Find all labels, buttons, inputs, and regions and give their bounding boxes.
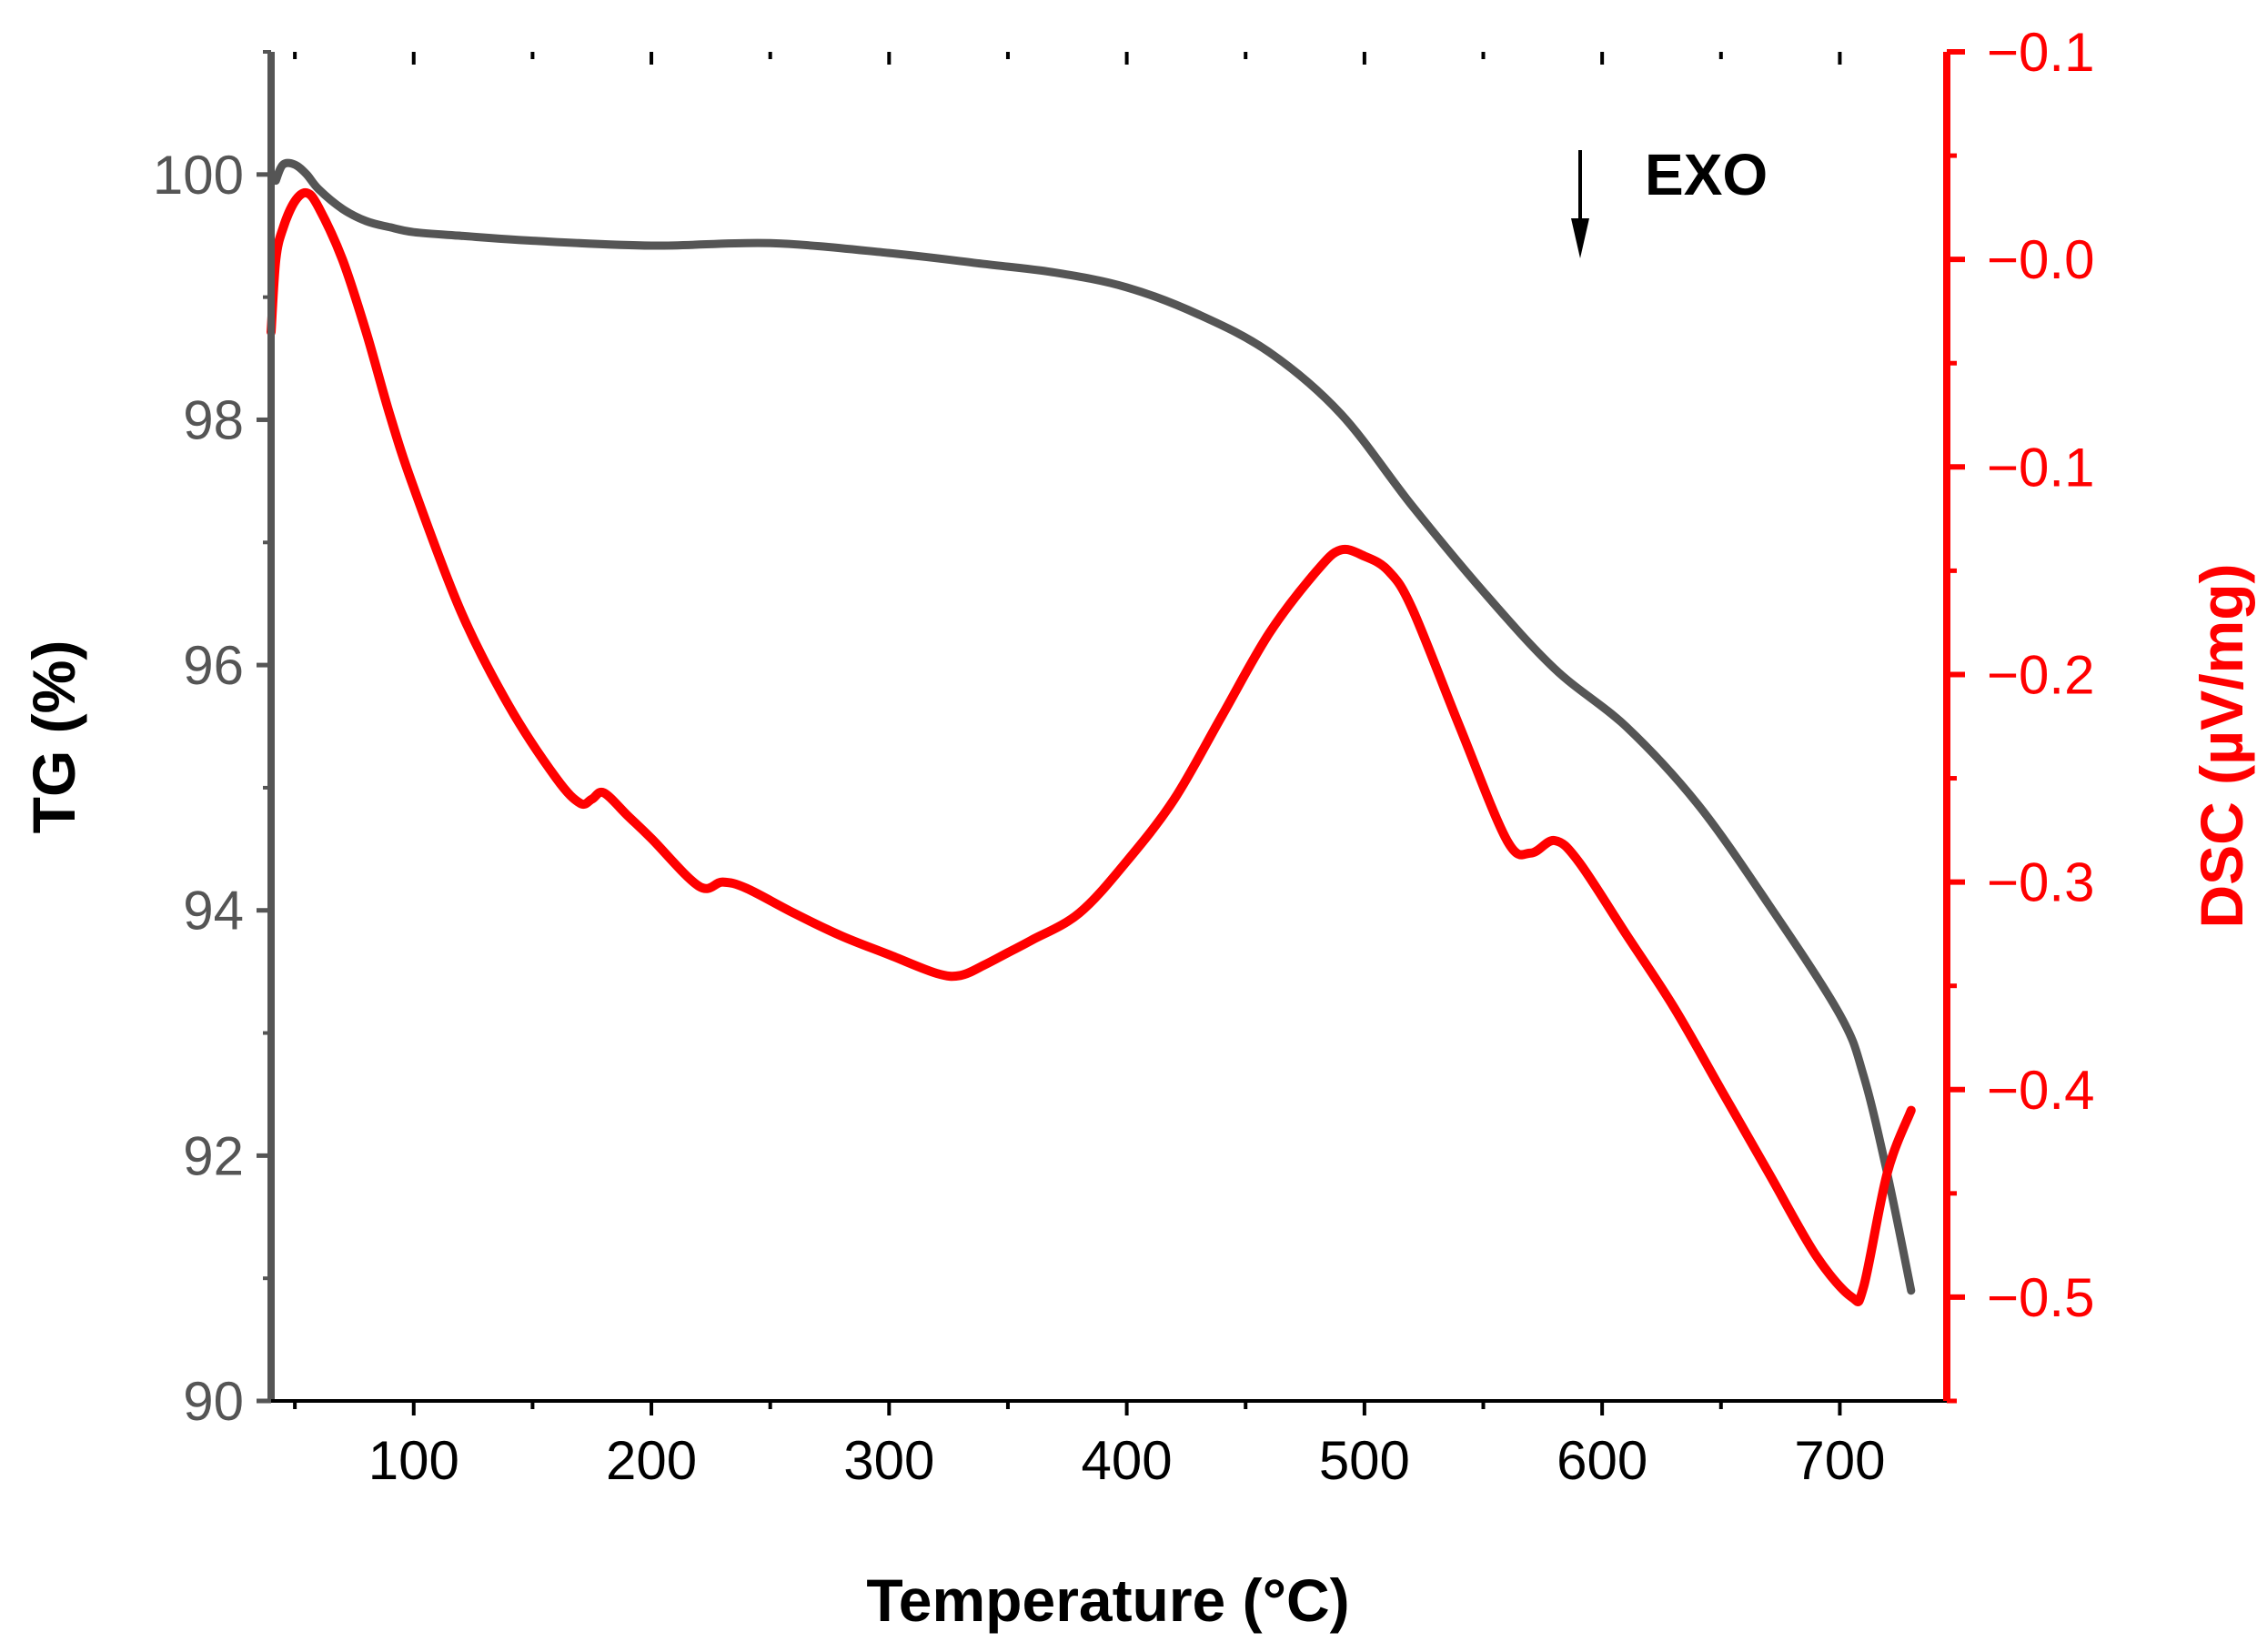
- y-left-axis-title: TG (%): [20, 640, 87, 834]
- x-tick-label: 100: [368, 1430, 459, 1491]
- x-tick-label: 700: [1794, 1430, 1885, 1491]
- series-line-tg: [271, 158, 1916, 1295]
- series-layer: [267, 158, 1916, 1306]
- series-line-dsc: [267, 187, 1916, 1306]
- y-left-tick-label: 96: [183, 635, 244, 696]
- x-tick-label: 300: [843, 1430, 934, 1491]
- y-right-tick-label: −0.1: [1987, 437, 2094, 498]
- x-axis-title: Temperature (°C): [866, 1566, 1349, 1634]
- y-right-tick-label: −0.5: [1987, 1267, 2094, 1328]
- y-left-tick-label: 98: [183, 389, 244, 450]
- y-right-axis-title: DSC (µV/mg): [2188, 563, 2255, 928]
- y-right-tick-label: −0.1: [1987, 22, 2094, 83]
- y-left-tick-label: 100: [153, 145, 244, 206]
- y-left-tick-label: 94: [183, 881, 244, 942]
- y-left-tick-label: 92: [183, 1125, 244, 1186]
- y-right-tick-label: −0.4: [1987, 1060, 2094, 1121]
- y-right-tick-label: −0.2: [1987, 644, 2094, 705]
- y-right-tick-label: −0.0: [1987, 229, 2094, 290]
- arrow-head-icon: [1571, 218, 1589, 258]
- axes-layer: 90 92 94 96 98 100 −0.1 −0.0 −0.1 −0.2 −0.3 −0.4 −0.…: [153, 22, 2095, 1491]
- x-tick-label: 200: [606, 1430, 697, 1491]
- x-tick-label: 400: [1082, 1430, 1173, 1491]
- x-tick-label: 600: [1557, 1430, 1647, 1491]
- x-tick-label: 500: [1319, 1430, 1410, 1491]
- exo-annotation: EXO: [1571, 142, 1768, 258]
- exo-label: EXO: [1645, 142, 1768, 207]
- y-right-tick-label: −0.3: [1987, 852, 2094, 913]
- y-left-tick-label: 90: [183, 1371, 244, 1432]
